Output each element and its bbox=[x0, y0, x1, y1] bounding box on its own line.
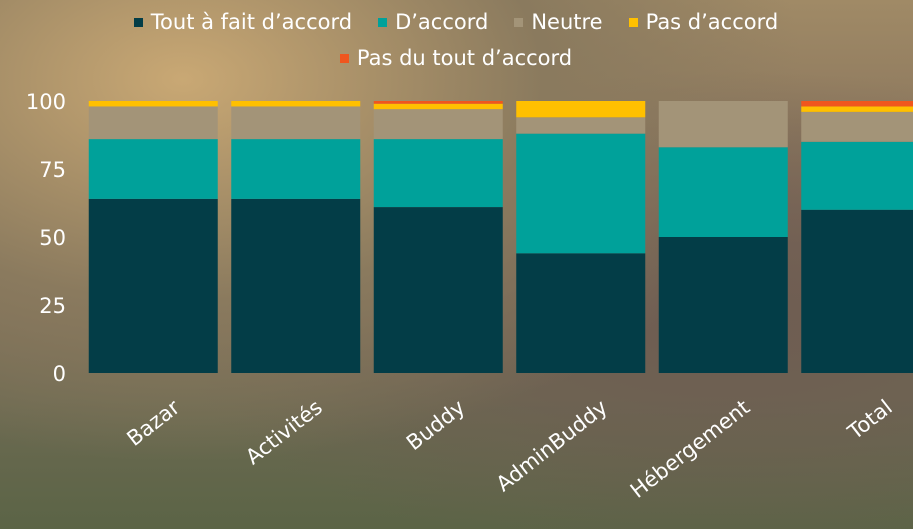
bar-segment bbox=[516, 117, 646, 134]
bar-segment bbox=[801, 141, 913, 210]
y-tick-label: 100 bbox=[26, 90, 66, 114]
bar-segment bbox=[516, 101, 646, 118]
bar-segment bbox=[516, 253, 646, 373]
bar-segment bbox=[373, 139, 503, 208]
legend-item: Pas du tout d’accord bbox=[339, 42, 573, 74]
legend-swatch bbox=[514, 17, 524, 27]
legend-swatch bbox=[378, 17, 388, 27]
bar-segment bbox=[88, 106, 218, 140]
legend-swatch bbox=[133, 17, 143, 27]
bar-segment bbox=[88, 139, 218, 199]
x-tick-label: Total bbox=[843, 395, 897, 445]
bar-segment bbox=[88, 198, 218, 373]
bar-segment bbox=[231, 106, 361, 140]
y-tick-label: 50 bbox=[39, 226, 66, 250]
legend-label: D’accord bbox=[395, 10, 489, 34]
bar-segment bbox=[516, 133, 646, 254]
legend-swatch bbox=[628, 17, 638, 27]
x-tick-label: Activités bbox=[241, 395, 327, 469]
bar-segment bbox=[658, 101, 788, 148]
x-tick-label: AdminBuddy bbox=[492, 395, 612, 496]
y-tick-label: 25 bbox=[39, 294, 66, 318]
legend-item: Neutre bbox=[514, 6, 603, 38]
bar-segment bbox=[801, 209, 913, 373]
legend-label: Neutre bbox=[531, 10, 603, 34]
legend-label: Pas du tout d’accord bbox=[356, 46, 573, 70]
legend-item: Tout à fait d’accord bbox=[133, 6, 353, 38]
y-tick-label: 75 bbox=[39, 158, 66, 182]
legend: Tout à fait d’accord D’accord Neutre Pas d’… bbox=[66, 6, 846, 74]
legend-item: Pas d’accord bbox=[628, 6, 779, 38]
bar-segment bbox=[88, 101, 218, 107]
bar-segment bbox=[658, 237, 788, 373]
bar-segment bbox=[373, 207, 503, 373]
x-tick-label: Bazar bbox=[122, 395, 184, 451]
bar-segment bbox=[373, 101, 503, 104]
legend-swatch bbox=[339, 53, 349, 63]
bar-segment bbox=[801, 101, 913, 107]
bar-segment bbox=[373, 109, 503, 140]
bar-segment bbox=[373, 103, 503, 110]
bar-segment bbox=[801, 106, 913, 112]
bar-segment bbox=[801, 111, 913, 142]
bar-segment bbox=[231, 139, 361, 199]
bar-segment bbox=[231, 198, 361, 373]
legend-item: D’accord bbox=[378, 6, 488, 38]
y-tick-label: 0 bbox=[53, 362, 66, 386]
legend-label: Pas d’accord bbox=[645, 10, 779, 34]
x-tick-label: Hébergement bbox=[626, 395, 755, 503]
legend-label: Tout à fait d’accord bbox=[150, 10, 353, 34]
bar-segment bbox=[231, 101, 361, 107]
bar-segment bbox=[658, 147, 788, 237]
x-tick-label: Buddy bbox=[402, 395, 469, 455]
